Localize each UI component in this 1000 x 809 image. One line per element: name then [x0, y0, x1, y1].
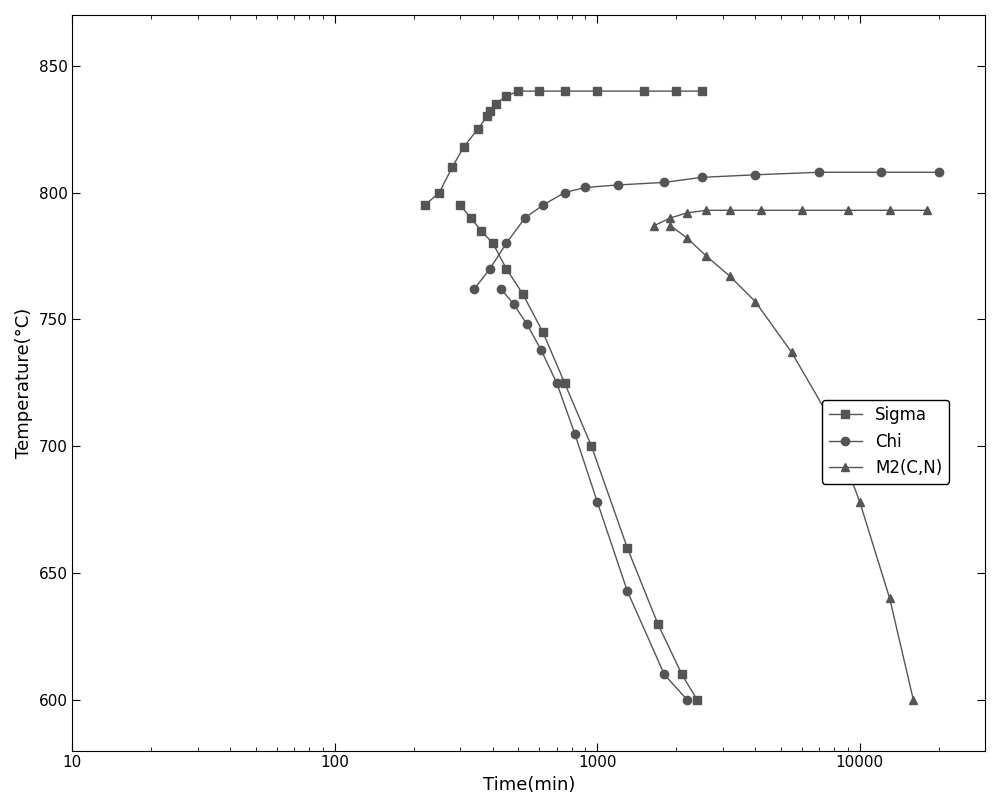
Y-axis label: Temperature(°C): Temperature(°C): [15, 307, 33, 458]
X-axis label: Time(min): Time(min): [483, 776, 575, 794]
Legend: Sigma, Chi, M2(C,N): Sigma, Chi, M2(C,N): [822, 400, 949, 484]
